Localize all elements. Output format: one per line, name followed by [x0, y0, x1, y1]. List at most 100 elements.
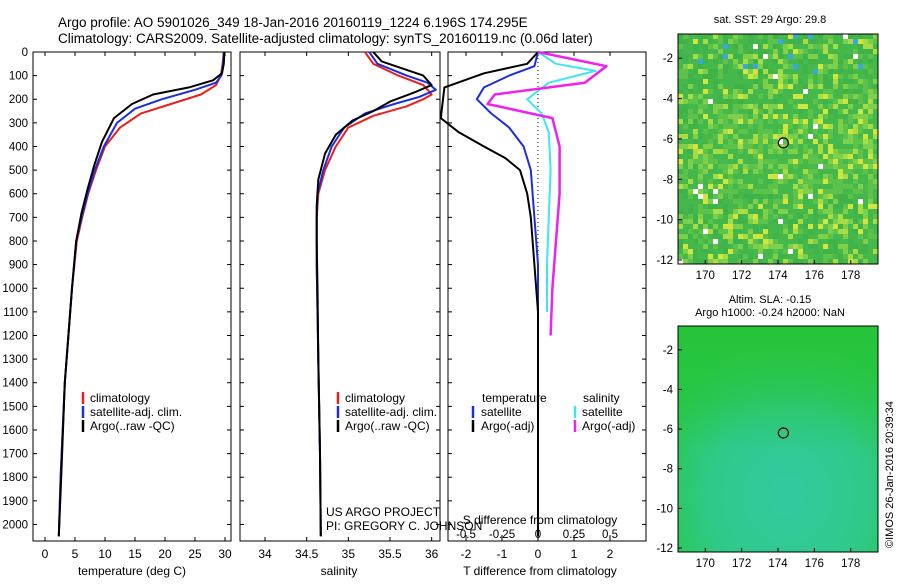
- sst-cell: [818, 74, 823, 79]
- sst-cell: [733, 169, 738, 174]
- sst-cell: [743, 184, 748, 189]
- x-tick-label: 0: [535, 547, 542, 561]
- s-difference-axis-label: S difference from climatology: [463, 513, 618, 527]
- depth-tick-label: 500: [9, 165, 28, 177]
- sst-cell: [823, 69, 828, 74]
- sst-cell: [848, 84, 853, 89]
- sst-cell: [868, 49, 873, 54]
- sst-cell: [713, 44, 718, 49]
- sst-cell: [708, 209, 713, 214]
- sst-cell: [788, 39, 793, 44]
- sst-cell: [763, 239, 768, 244]
- sst-cell: [778, 219, 783, 224]
- sst-cell: [873, 129, 878, 134]
- sst-cell: [838, 59, 843, 64]
- sst-cell: [698, 69, 703, 74]
- sst-cell: [803, 189, 808, 194]
- sst-cell: [693, 144, 698, 149]
- sst-cell: [728, 189, 733, 194]
- sst-cell: [718, 104, 723, 109]
- sst-cell: [688, 249, 693, 254]
- sst-cell: [853, 129, 858, 134]
- sst-cell: [873, 169, 878, 174]
- sst-cell: [848, 119, 853, 124]
- sst-cell: [688, 219, 693, 224]
- sst-cell: [853, 244, 858, 249]
- sst-cell: [723, 124, 728, 129]
- sst-cell: [753, 154, 758, 159]
- sst-cell: [718, 119, 723, 124]
- sst-cell: [688, 234, 693, 239]
- sst-cell: [693, 159, 698, 164]
- sst-cell: [678, 214, 683, 219]
- sst-cell: [863, 119, 868, 124]
- sst-cell: [778, 59, 783, 64]
- sst-cell: [828, 214, 833, 219]
- sst-cell: [738, 149, 743, 154]
- sst-cell: [683, 69, 688, 74]
- lat-tick-label: -10: [656, 503, 673, 515]
- sst-cell: [838, 204, 843, 209]
- series-line-satellite-adj-clim-: [315, 51, 437, 537]
- sst-cell: [823, 259, 828, 264]
- sst-cell: [863, 169, 868, 174]
- sst-cell: [778, 104, 783, 109]
- sst-cell: [693, 79, 698, 84]
- sst-cell: [793, 224, 798, 229]
- sst-cell: [853, 249, 858, 254]
- sst-cell: [703, 164, 708, 169]
- sst-cell: [873, 99, 878, 104]
- sst-cell: [838, 194, 843, 199]
- sst-cell: [803, 129, 808, 134]
- sst-cell: [823, 109, 828, 114]
- sst-cell: [768, 144, 773, 149]
- sst-cell: [728, 139, 733, 144]
- sst-cell: [823, 124, 828, 129]
- lon-tick-label: 170: [696, 270, 715, 282]
- sst-cell: [778, 89, 783, 94]
- sst-cell: [698, 239, 703, 244]
- sst-cell: [798, 49, 803, 54]
- sst-cell: [828, 199, 833, 204]
- sst-cell: [683, 84, 688, 89]
- sst-cell: [758, 189, 763, 194]
- x-tick-label: 34: [258, 547, 272, 561]
- sst-cell: [793, 229, 798, 234]
- sst-cell: [678, 239, 683, 244]
- x-tick-label: 1: [571, 547, 578, 561]
- sst-cell: [843, 109, 848, 114]
- sst-cell: [708, 39, 713, 44]
- sst-cell: [828, 224, 833, 229]
- sst-cell: [728, 169, 733, 174]
- sst-cell: [823, 94, 828, 99]
- sst-cell: [853, 134, 858, 139]
- sst-cell: [743, 129, 748, 134]
- sst-cell: [783, 74, 788, 79]
- sst-cell: [738, 54, 743, 59]
- sst-cell: [763, 84, 768, 89]
- sst-cell: [858, 229, 863, 234]
- sst-cell: [823, 84, 828, 89]
- map-axes: -2 -4 -6 -8 -10 -12 170 172 174 176 178 -2 -4 -6 -8 -10…: [656, 33, 879, 570]
- sst-cell: [748, 144, 753, 149]
- sst-cell: [788, 139, 793, 144]
- sst-cell: [763, 219, 768, 224]
- sst-cell: [853, 224, 858, 229]
- sst-cell: [828, 164, 833, 169]
- sst-cell: [863, 139, 868, 144]
- sst-cell: [708, 159, 713, 164]
- sst-cell: [783, 129, 788, 134]
- sst-cell: [788, 84, 793, 89]
- sst-cell: [808, 239, 813, 244]
- sst-cell: [753, 164, 758, 169]
- sst-cell: [813, 209, 818, 214]
- sst-cell: [768, 34, 773, 39]
- sst-cell: [763, 224, 768, 229]
- sst-cell: [713, 209, 718, 214]
- sst-cell: [678, 69, 683, 74]
- sst-cell: [738, 114, 743, 119]
- sst-cell: [763, 79, 768, 84]
- sst-cell: [783, 44, 788, 49]
- sst-cell: [758, 149, 763, 154]
- s-difference-axis: -0.5-0.2500.250.5: [456, 529, 618, 541]
